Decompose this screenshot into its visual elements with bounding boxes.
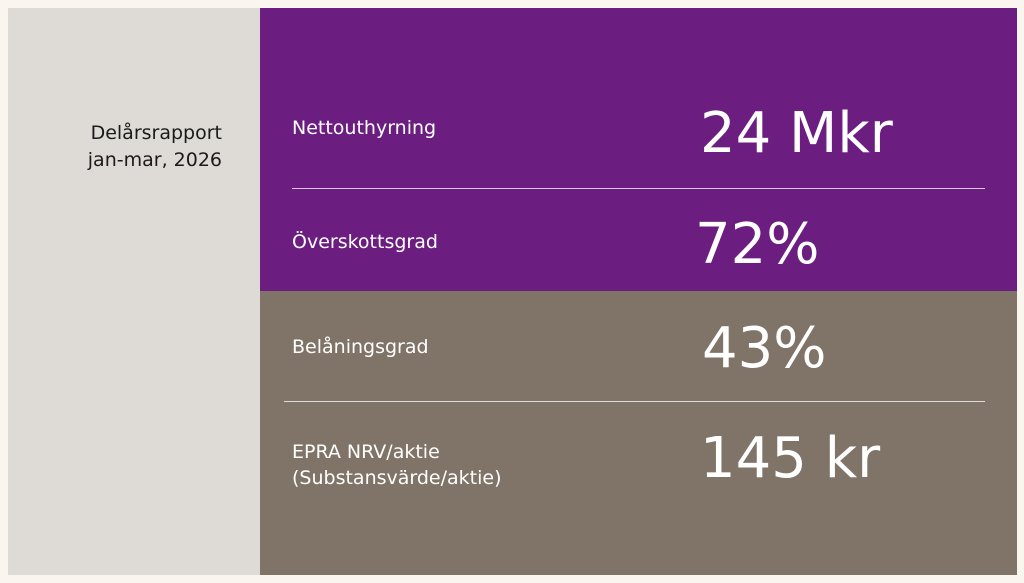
kpi-divider-1 xyxy=(292,188,985,189)
kpi-label-epra-nrv-line1: EPRA NRV/aktie xyxy=(292,441,440,463)
kpi-label-nettouthyrning: Nettouthyrning xyxy=(292,117,437,139)
kpi-value-belaningsgrad: 43% xyxy=(702,316,827,381)
kpi-panel-purple: Nettouthyrning 24 Mkr Överskottsgrad 72% xyxy=(260,8,1017,291)
kpi-panel-taupe: Belåningsgrad 43% EPRA NRV/aktie (Substa… xyxy=(260,291,1017,575)
kpi-value-epra-nrv: 145 kr xyxy=(700,426,881,491)
report-sidebar: Delårsrapport jan-mar, 2026 xyxy=(8,8,260,575)
report-title-line2: jan-mar, 2026 xyxy=(87,149,222,171)
kpi-value-nettouthyrning: 24 Mkr xyxy=(700,101,893,166)
report-title: Delårsrapport jan-mar, 2026 xyxy=(88,120,222,174)
kpi-label-epra-nrv: EPRA NRV/aktie (Substansvärde/aktie) xyxy=(292,439,502,491)
report-title-line1: Delårsrapport xyxy=(90,122,222,144)
kpi-label-overskottsgrad: Överskottsgrad xyxy=(292,231,438,253)
kpi-value-overskottsgrad: 72% xyxy=(695,212,820,277)
kpi-label-epra-nrv-line2: (Substansvärde/aktie) xyxy=(292,467,502,489)
kpi-divider-2 xyxy=(284,401,985,402)
kpi-label-belaningsgrad: Belåningsgrad xyxy=(292,336,429,358)
